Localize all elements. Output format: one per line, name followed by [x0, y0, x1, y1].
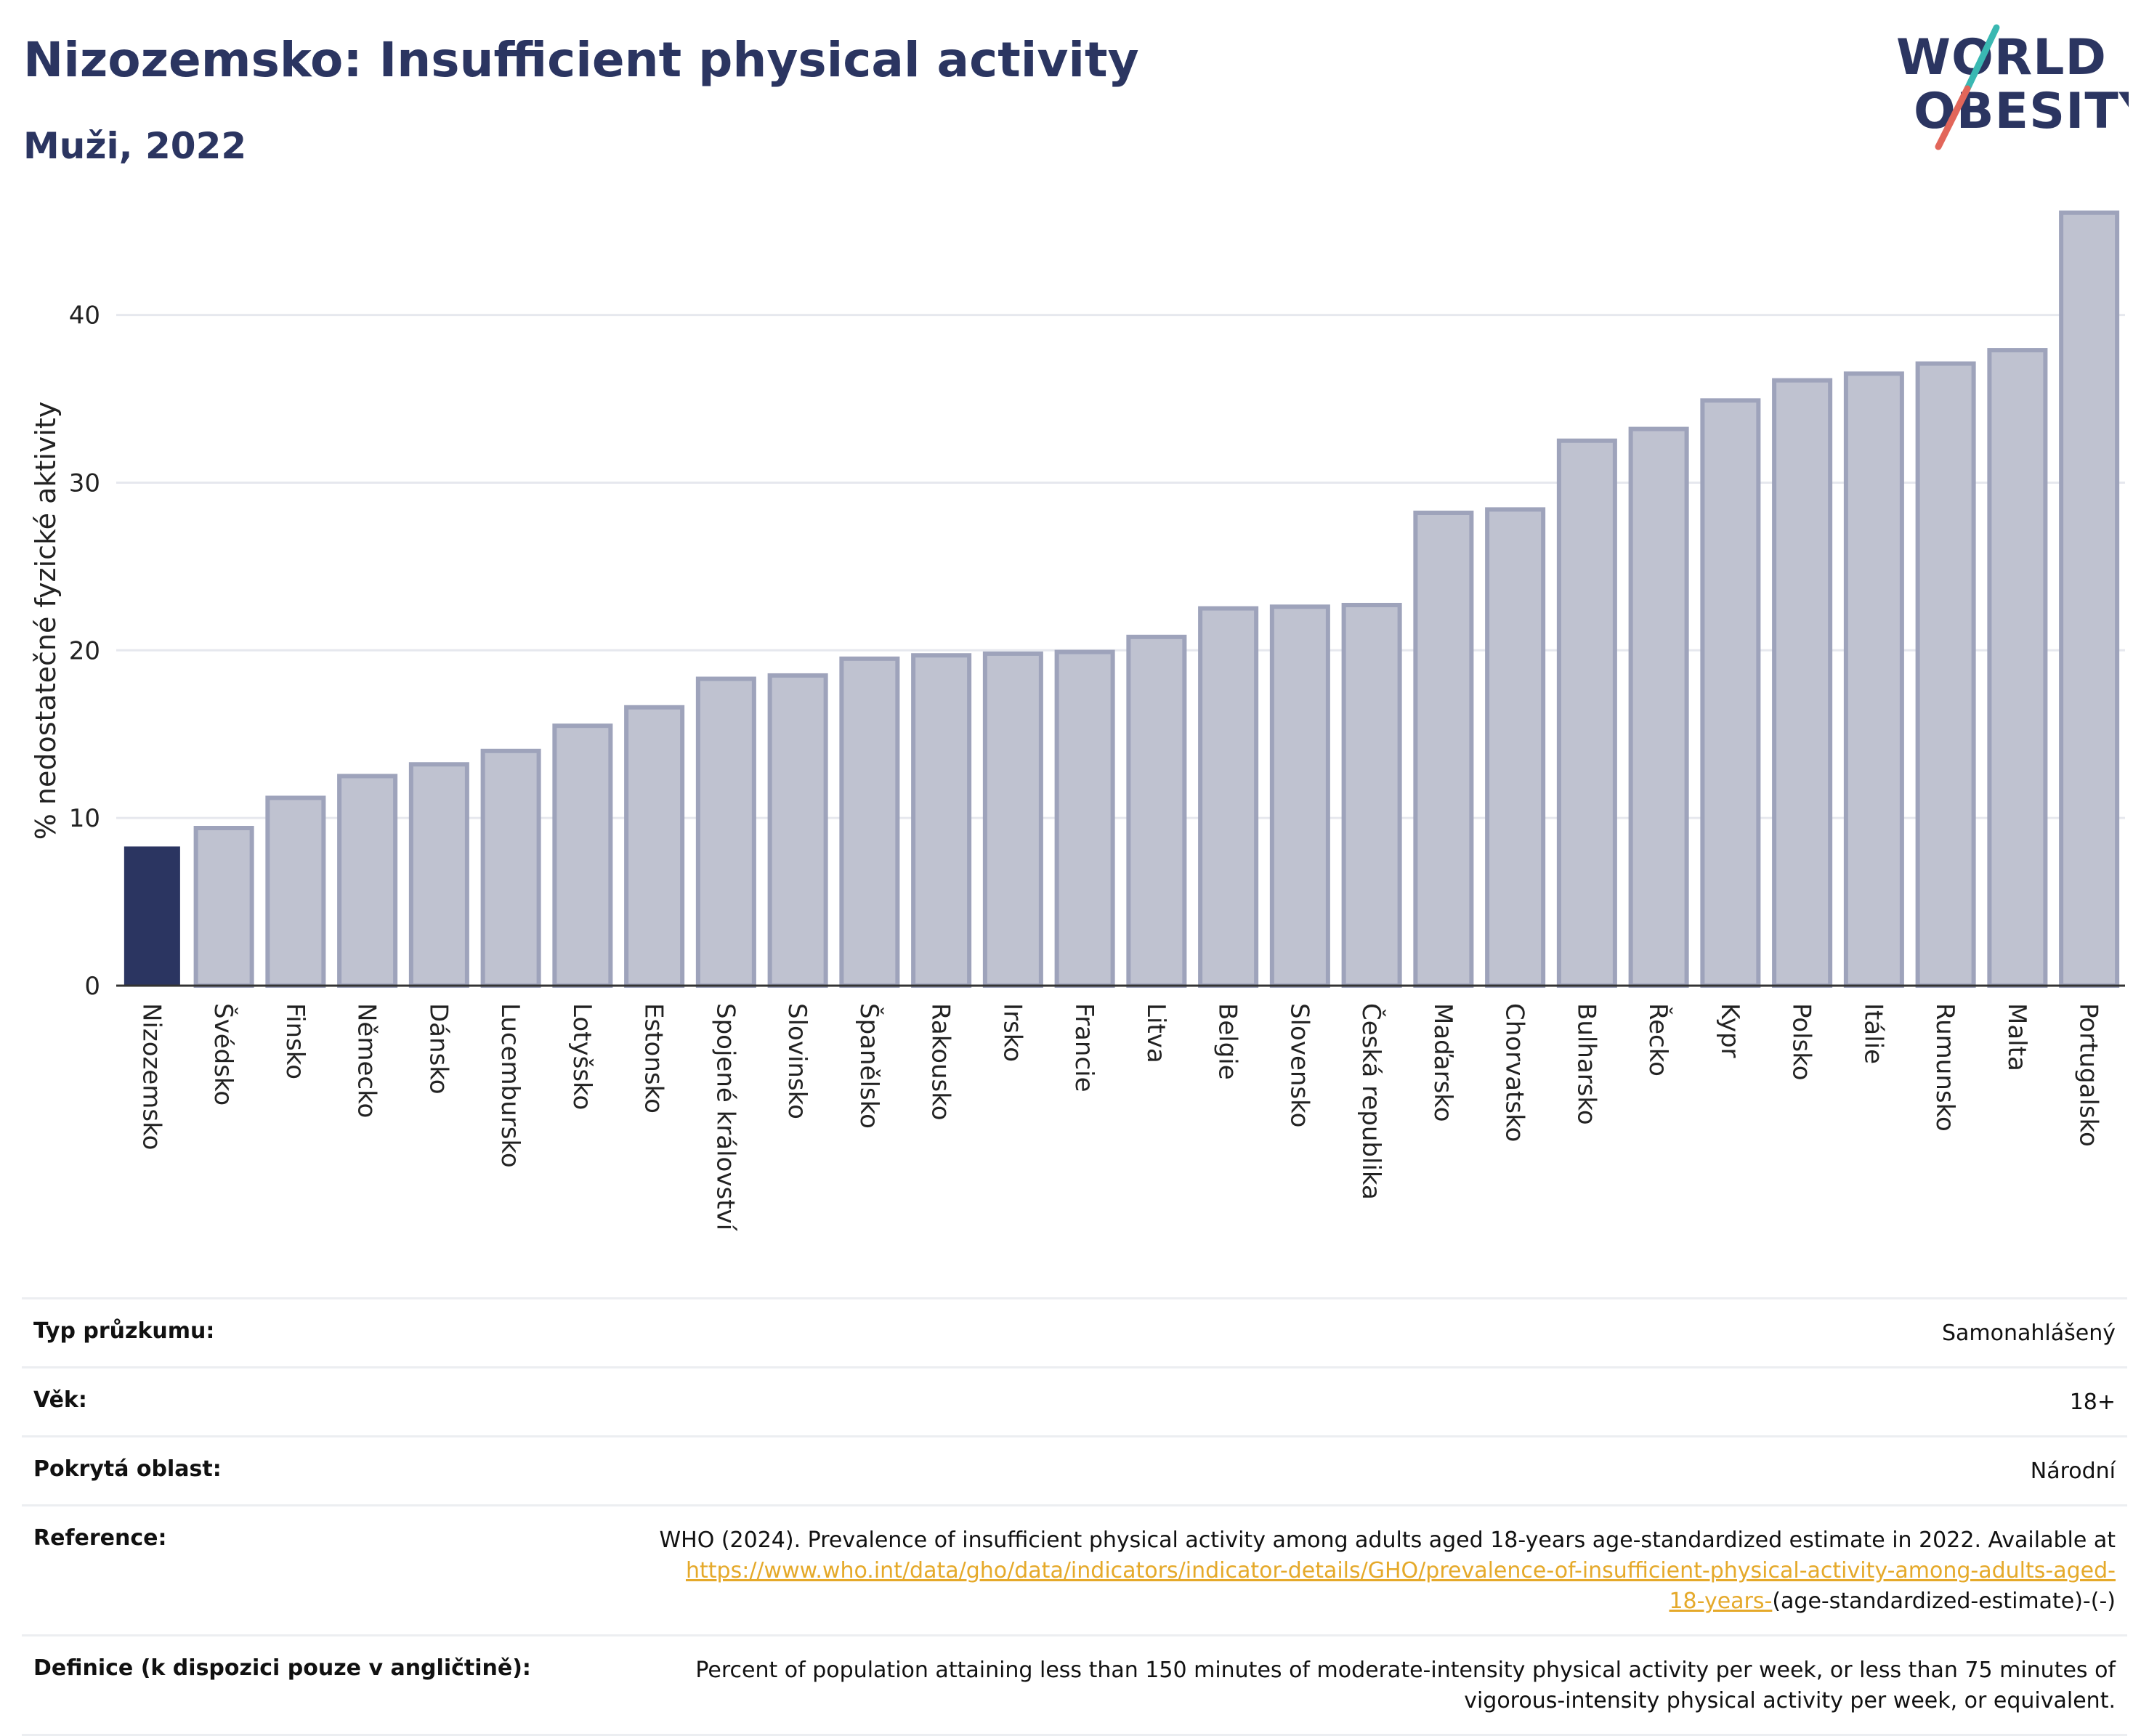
survey-value: Samonahlášený [1942, 1321, 2116, 1346]
age-value: 18+ [2069, 1390, 2116, 1415]
definition-label: Definice (k dispozici pouze v angličtině… [33, 1655, 531, 1681]
y-axis-label: % nedostatečné fyzické aktivity [30, 402, 62, 840]
world-obesity-logo: WORLD OBESITY [1896, 24, 2129, 150]
bar [624, 705, 685, 988]
x-tick-label: Lucembursko [495, 1003, 525, 1168]
x-tick-label: Itálie [1858, 1003, 1887, 1064]
reference-link-continued[interactable]: 18-years- [1669, 1589, 1773, 1614]
info-row-area: Pokrytá oblast: Národní [22, 1435, 2127, 1504]
bar [839, 656, 900, 989]
bar-highlight [124, 846, 180, 986]
bar [337, 774, 398, 988]
x-tick-label: Belgie [1213, 1003, 1242, 1080]
x-tick-label: Estonsko [639, 1003, 668, 1114]
bar [1628, 426, 1689, 988]
x-tick-label: Rakousko [926, 1003, 955, 1121]
reference-text: WHO (2024). Prevalence of insufficient p… [659, 1528, 2116, 1553]
bar [1915, 361, 1976, 988]
page-title: Nizozemsko: Insufficient physical activi… [23, 32, 1139, 88]
bar [1772, 378, 1833, 988]
y-tick-label: 30 [69, 469, 100, 498]
bar [1485, 507, 1546, 988]
x-tick-label: Francie [1069, 1003, 1098, 1092]
bar [480, 748, 541, 988]
x-tick-label: Lotyšsko [567, 1003, 596, 1110]
bar [193, 826, 254, 988]
page-subtitle: Muži, 2022 [23, 125, 247, 167]
x-tick-label: Irsko [997, 1003, 1027, 1062]
bar [1126, 634, 1187, 988]
definition-value: Percent of population attaining less tha… [695, 1655, 2116, 1716]
x-tick-label: Řecko [1643, 1003, 1673, 1076]
bar [1269, 604, 1330, 988]
survey-label: Typ průzkumu: [33, 1318, 215, 1344]
y-tick-label: 0 [84, 972, 100, 1001]
logo-slash-coral [1935, 85, 1971, 150]
age-label: Věk: [33, 1387, 87, 1413]
x-tick-label: Finsko [280, 1003, 309, 1079]
y-tick-label: 40 [69, 301, 100, 330]
bar [1987, 348, 2048, 988]
definition-text-2: vigorous-intensity physical activity per… [1464, 1688, 2116, 1713]
x-tick-label: Kypr [1715, 1003, 1744, 1058]
bar [1341, 602, 1402, 988]
reference-label: Reference: [33, 1525, 167, 1551]
x-tick-label: Dánsko [424, 1003, 453, 1095]
x-tick-label: Spojené království [711, 1003, 740, 1232]
bar [1556, 438, 1617, 988]
logo-slash-teal [1964, 24, 2000, 92]
bar [265, 795, 326, 988]
bar [1054, 649, 1115, 988]
x-tick-label: Německo [352, 1003, 381, 1118]
x-tick-label: Slovinsko [782, 1003, 812, 1119]
x-tick-label: Slovensko [1284, 1003, 1314, 1127]
y-tick-label: 10 [69, 804, 100, 833]
x-tick-label: Nizozemsko [137, 1003, 166, 1150]
info-row-definition: Definice (k dispozici pouze v angličtině… [22, 1634, 2127, 1736]
x-tick-label: Malta [2002, 1003, 2031, 1071]
x-tick-label: Rumunsko [1930, 1003, 1959, 1132]
x-tick-label: Česká republika [1356, 1003, 1386, 1200]
bar [1843, 371, 1904, 988]
info-table: Typ průzkumu: Samonahlášený Věk: 18+ Pok… [22, 1297, 2127, 1736]
x-tick-label: Polsko [1787, 1003, 1816, 1081]
x-tick-label: Portugalsko [2074, 1003, 2103, 1147]
y-tick-label: 20 [69, 636, 100, 665]
x-tick-label: Litva [1141, 1003, 1170, 1063]
bar [911, 653, 972, 988]
x-tick-label: Španělsko [854, 1003, 884, 1129]
definition-text-1: Percent of population attaining less tha… [695, 1658, 2116, 1683]
x-tick-label: Chorvatsko [1500, 1003, 1529, 1142]
area-label: Pokrytá oblast: [33, 1456, 222, 1482]
bar [1413, 511, 1474, 988]
logo-text-world: WORLD [1896, 29, 2107, 86]
bar [1198, 606, 1259, 988]
x-tick-label: Maďarsko [1428, 1003, 1457, 1122]
bar [695, 676, 756, 988]
bar [2059, 210, 2120, 988]
x-tick-label: Švédsko [209, 1003, 238, 1106]
reference-value: WHO (2024). Prevalence of insufficient p… [659, 1525, 2116, 1617]
bar [767, 673, 828, 988]
info-row-reference: Reference: WHO (2024). Prevalence of ins… [22, 1504, 2127, 1634]
area-value: Národní [2030, 1459, 2116, 1484]
info-row-survey: Typ průzkumu: Samonahlášený [22, 1297, 2127, 1366]
bar [1700, 398, 1761, 988]
bar [552, 723, 613, 988]
bar [408, 762, 469, 989]
reference-link[interactable]: https://www.who.int/data/gho/data/indica… [686, 1558, 2116, 1583]
bar-chart: 0 10 20 30 40 % nedostatečné fyzické aktivity… [30, 210, 2125, 1232]
x-tick-label: Bulharsko [1571, 1003, 1600, 1125]
reference-suffix: (age-standardized-estimate)-(-) [1772, 1589, 2116, 1614]
info-row-age: Věk: 18+ [22, 1366, 2127, 1435]
bar [982, 651, 1043, 989]
